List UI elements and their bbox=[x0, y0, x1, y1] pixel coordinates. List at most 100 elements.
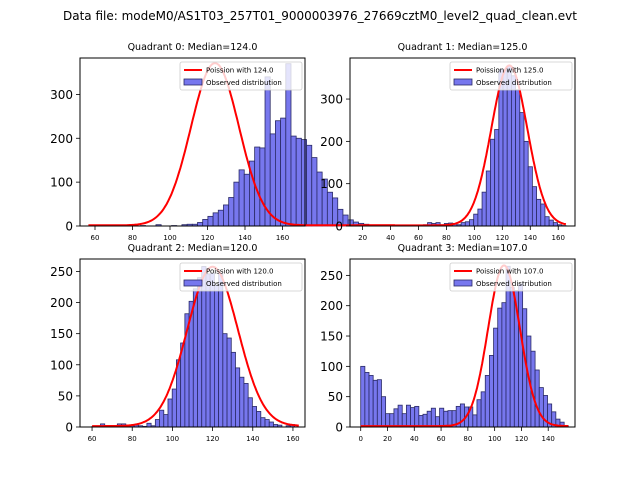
histogram-bar bbox=[259, 147, 266, 227]
y-tick-label: 100 bbox=[50, 176, 73, 190]
y-tick-label: 250 bbox=[320, 269, 343, 283]
x-tick-label: 80 bbox=[463, 435, 472, 443]
x-tick-label: 100 bbox=[163, 234, 176, 242]
legend-box bbox=[449, 262, 573, 292]
histogram-bar bbox=[256, 411, 262, 428]
histogram-bar bbox=[385, 413, 391, 428]
y-tick-label: 0 bbox=[335, 421, 343, 435]
x-tick-label: 60 bbox=[414, 234, 423, 242]
x-tick-label: 60 bbox=[91, 234, 100, 242]
histogram-bar bbox=[209, 272, 215, 428]
histogram-bar bbox=[264, 76, 271, 227]
x-tick-label: 140 bbox=[246, 435, 259, 443]
axes-frame bbox=[79, 57, 306, 227]
x-tick-label: 0 bbox=[358, 435, 362, 443]
histogram-bar bbox=[372, 379, 378, 428]
histogram-bar bbox=[260, 417, 266, 428]
histogram-bar bbox=[422, 413, 428, 428]
x-tick-label: 40 bbox=[410, 435, 419, 443]
histogram-bar bbox=[290, 135, 297, 227]
histogram-bar bbox=[501, 302, 507, 428]
histogram-bar bbox=[235, 367, 241, 428]
histogram-bar bbox=[275, 120, 282, 227]
subplot-quadrant-3: Quadrant 3: Median=107.0 050100150200250… bbox=[320, 243, 576, 443]
y-tick-label: 200 bbox=[320, 135, 343, 149]
histogram-bar bbox=[405, 404, 411, 428]
y-tick-label: 0 bbox=[65, 421, 73, 435]
y-tick-label: 100 bbox=[50, 358, 73, 372]
legend-bar-swatch bbox=[453, 78, 473, 86]
histogram-bar bbox=[401, 413, 407, 428]
x-tick-label: 20 bbox=[358, 234, 367, 242]
x-tick-label: 80 bbox=[128, 234, 137, 242]
histogram-bar bbox=[534, 369, 540, 428]
y-tick-label: 0 bbox=[335, 220, 343, 234]
legend: Poission with 120.0 Observed distribution bbox=[179, 262, 303, 292]
histogram-bar bbox=[269, 133, 276, 227]
histogram-bar bbox=[459, 403, 465, 428]
legend-bar-label: Observed distribution bbox=[206, 79, 282, 87]
histogram-bar bbox=[389, 413, 395, 428]
histogram-bar bbox=[167, 398, 173, 428]
legend-box bbox=[179, 61, 303, 91]
histogram-bar bbox=[481, 191, 487, 227]
histogram-bar bbox=[527, 166, 533, 227]
x-tick-label: 20 bbox=[383, 435, 392, 443]
histogram-bar bbox=[540, 203, 546, 227]
axes-frame bbox=[349, 258, 576, 428]
legend-bar-swatch bbox=[183, 279, 203, 287]
histogram-bar bbox=[154, 419, 160, 428]
histogram-bar bbox=[469, 219, 475, 227]
y-tick-label: 0 bbox=[65, 220, 73, 234]
histogram-bar bbox=[212, 212, 219, 227]
histogram-bar bbox=[381, 396, 387, 428]
legend-bar-label: Observed distribution bbox=[476, 79, 552, 87]
histogram-bar bbox=[538, 387, 544, 428]
histogram-bars bbox=[91, 266, 295, 428]
legend-bar-label: Observed distribution bbox=[206, 280, 282, 288]
histogram-bar bbox=[238, 169, 245, 227]
histogram-bar bbox=[531, 186, 537, 227]
histogram-bar bbox=[502, 69, 508, 227]
x-tick-label: 120 bbox=[496, 234, 509, 242]
y-tick-label: 250 bbox=[50, 265, 73, 279]
legend-box bbox=[449, 61, 573, 91]
histogram-bar bbox=[439, 407, 445, 428]
histogram-bar bbox=[515, 89, 521, 227]
subplot-title: Quadrant 3: Median=107.0 bbox=[398, 243, 528, 254]
histogram-bar bbox=[226, 337, 232, 428]
histogram-bar bbox=[228, 197, 235, 227]
y-tick-label: 200 bbox=[50, 296, 73, 310]
histogram-bar bbox=[464, 221, 470, 227]
poisson-curve bbox=[88, 62, 395, 227]
histogram-bar bbox=[213, 284, 220, 428]
x-tick-label: 80 bbox=[128, 435, 137, 443]
histogram-bar bbox=[489, 355, 494, 428]
axes-frame bbox=[79, 258, 306, 428]
histogram-bar bbox=[230, 351, 236, 428]
histogram-bar bbox=[217, 209, 224, 227]
histogram-bar bbox=[523, 140, 529, 227]
histogram-bar bbox=[410, 407, 416, 428]
histogram-bar bbox=[484, 375, 490, 428]
x-tick-label: 160 bbox=[552, 234, 565, 242]
histogram-bar bbox=[311, 157, 318, 227]
histogram-bar bbox=[163, 414, 169, 428]
histogram-bar bbox=[247, 397, 253, 428]
histogram-bar bbox=[493, 327, 499, 428]
legend: Poission with 124.0 Observed distribution bbox=[179, 61, 303, 91]
histogram-bar bbox=[552, 222, 558, 227]
histogram-bar bbox=[222, 333, 228, 428]
histogram-bar bbox=[197, 222, 204, 227]
histogram-bar bbox=[295, 137, 302, 227]
histogram-bar bbox=[306, 144, 313, 227]
histogram-bar bbox=[480, 391, 486, 428]
subplot-quadrant-1: Quadrant 1: Median=125.0 0 100 200 300 20 40 6… bbox=[320, 42, 576, 242]
subplot-title: Quadrant 1: Median=125.0 bbox=[398, 42, 528, 53]
histogram-bar bbox=[544, 216, 550, 227]
axes-frame bbox=[349, 57, 576, 227]
x-tick-label: 120 bbox=[206, 435, 219, 443]
y-tick-label: 300 bbox=[50, 88, 73, 102]
